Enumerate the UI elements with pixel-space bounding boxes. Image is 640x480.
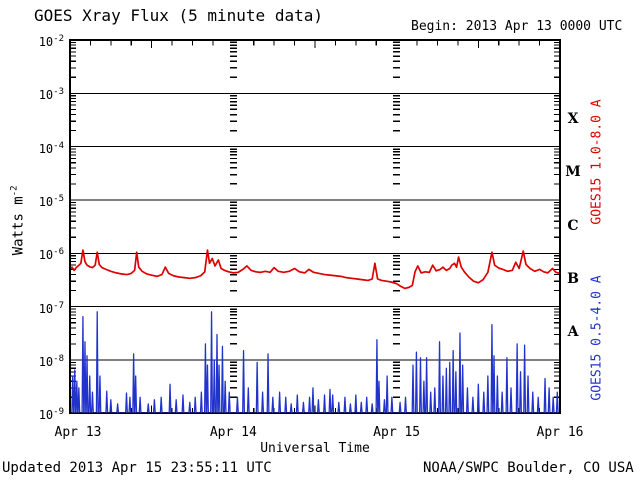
long-band-curve [69, 249, 561, 290]
y-tick-label: 10-6 [38, 247, 64, 263]
x-tick-label: Apr 15 [373, 425, 421, 440]
y-tick-label: 10-5 [38, 193, 64, 209]
y-tick-exponent: -7 [53, 300, 64, 311]
y-tick-label: 10-8 [38, 353, 64, 369]
plot-frame [69, 39, 561, 415]
y-tick-exponent: -6 [53, 247, 64, 258]
flare-class-label-b: B [567, 270, 579, 287]
y-tick-exponent: -4 [53, 140, 64, 151]
y-tick-exponent: -5 [53, 193, 64, 204]
y-tick-exponent: -9 [53, 407, 64, 418]
flare-class-label-m: M [565, 164, 581, 181]
x-axis-title: Universal Time [260, 441, 370, 456]
updated-timestamp: Updated 2013 Apr 15 23:55:11 UTC [2, 460, 272, 476]
flare-class-label-c: C [567, 217, 579, 234]
chart-title: GOES Xray Flux (5 minute data) [34, 6, 323, 25]
y-tick-label: 10-3 [38, 87, 64, 103]
series-label-short-band: GOES15 0.5-4.0 A [589, 275, 605, 401]
short-band-curve [69, 311, 561, 414]
x-tick-label: Apr 13 [54, 425, 102, 440]
x-tick-label: Apr 16 [536, 425, 584, 440]
y-tick-exponent: -8 [53, 353, 64, 364]
y-axis-title: Watts m-2 [10, 160, 27, 280]
y-tick-label: 10-2 [38, 34, 64, 49]
y-tick-exponent: -3 [53, 87, 64, 98]
y-tick-label: 10-7 [38, 300, 64, 316]
begin-time-label: Begin: 2013 Apr 13 0000 UTC [411, 19, 623, 34]
series-label-long-band: GOES15 1.0-8.0 A [589, 99, 605, 225]
y-tick-label: 10-9 [38, 407, 64, 423]
y-tick-label: 10-4 [38, 140, 64, 156]
x-tick-label: Apr 14 [209, 425, 257, 440]
flare-class-label-a: A [567, 324, 579, 341]
y-tick-exponent: -2 [53, 34, 64, 44]
source-credit: NOAA/SWPC Boulder, CO USA [423, 460, 634, 476]
flare-class-label-x: X [567, 110, 579, 127]
